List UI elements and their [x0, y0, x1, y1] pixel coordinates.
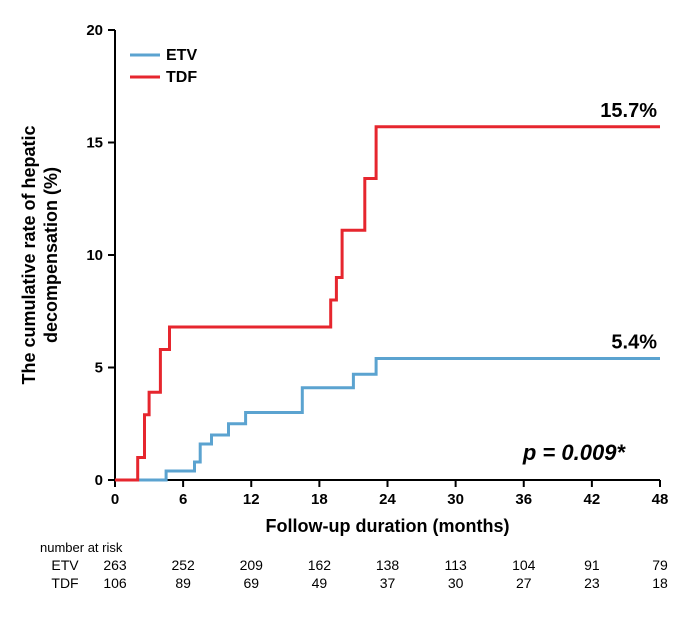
x-tick-label: 12	[243, 491, 260, 508]
risk-value: 263	[103, 557, 127, 573]
x-tick-label: 24	[379, 491, 396, 508]
risk-value: 27	[516, 575, 532, 591]
end-label-etv: 5.4%	[611, 332, 657, 354]
y-tick-label: 20	[86, 22, 103, 39]
x-tick-label: 30	[447, 491, 464, 508]
y-tick-label: 15	[86, 135, 103, 152]
risk-value: 37	[380, 575, 396, 591]
risk-value: 209	[240, 557, 264, 573]
risk-value: 252	[171, 557, 195, 573]
risk-value: 162	[308, 557, 332, 573]
axes	[115, 30, 660, 480]
p-value: p = 0.009*	[522, 440, 627, 465]
risk-value: 104	[512, 557, 536, 573]
risk-value: 23	[584, 575, 600, 591]
x-tick-label: 18	[311, 491, 328, 508]
y-axis-title: The cumulative rate of hepaticdecompensa…	[19, 125, 61, 384]
y-tick-label: 0	[95, 472, 103, 489]
risk-value: 138	[376, 557, 400, 573]
end-label-tdf: 15.7%	[600, 100, 657, 122]
chart-container: 0 5 10 15 20 0 6 12 18 24 30 36 42 48 Follow-up durati…	[0, 0, 690, 627]
x-tick-label: 42	[584, 491, 601, 508]
risk-value: 18	[652, 575, 668, 591]
risk-row-label-tdf: TDF	[51, 575, 78, 591]
y-tick-label: 5	[95, 360, 103, 377]
legend-label-etv: ETV	[166, 47, 197, 64]
risk-row-label-etv: ETV	[51, 557, 79, 573]
chart-svg: 0 5 10 15 20 0 6 12 18 24 30 36 42 48 Follow-up durati…	[0, 0, 690, 627]
x-tick-label: 6	[179, 491, 187, 508]
risk-value: 113	[444, 557, 467, 573]
risk-value: 30	[448, 575, 464, 591]
x-tick-label: 48	[652, 491, 669, 508]
risk-value: 49	[312, 575, 328, 591]
x-tick-label: 0	[111, 491, 119, 508]
legend-label-tdf: TDF	[166, 69, 197, 86]
risk-value: 106	[103, 575, 127, 591]
risk-value: 91	[584, 557, 600, 573]
x-tick-label: 36	[515, 491, 532, 508]
series-tdf	[115, 127, 660, 480]
risk-table-header: number at risk	[40, 540, 123, 555]
risk-value: 69	[243, 575, 259, 591]
risk-value: 89	[175, 575, 191, 591]
y-tick-label: 10	[86, 247, 103, 264]
x-axis-title: Follow-up duration (months)	[266, 516, 510, 536]
risk-value: 79	[652, 557, 668, 573]
